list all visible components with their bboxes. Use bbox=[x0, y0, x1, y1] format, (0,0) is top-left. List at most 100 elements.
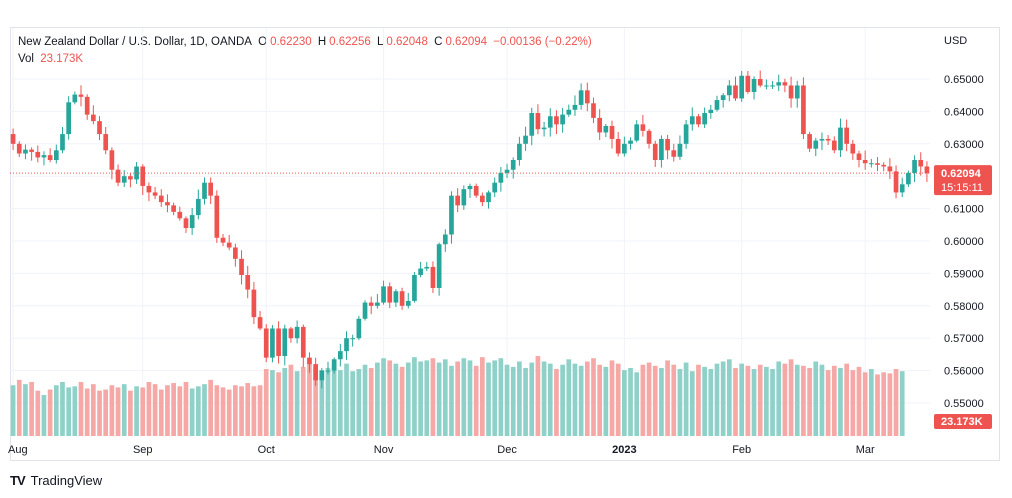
candle-body bbox=[887, 166, 893, 172]
volume-bar bbox=[134, 386, 139, 436]
y-tick-label: 0.58000 bbox=[944, 301, 984, 313]
candle-body bbox=[492, 182, 498, 193]
candle-body bbox=[881, 164, 887, 167]
candle-body bbox=[233, 247, 238, 259]
volume-bar bbox=[868, 369, 874, 436]
candle-body bbox=[183, 218, 189, 229]
volume-legend: Vol 23.173K bbox=[18, 53, 86, 65]
candle-body bbox=[430, 266, 436, 288]
volume-bar bbox=[541, 361, 547, 436]
candle-body bbox=[912, 160, 917, 173]
volume-bar bbox=[10, 385, 16, 436]
x-tick-label: Aug bbox=[8, 444, 28, 456]
candle-body bbox=[455, 195, 460, 206]
chart-frame[interactable] bbox=[10, 27, 1000, 461]
volume-marker-value: 23.173K bbox=[941, 416, 983, 428]
x-tick-label: Sep bbox=[133, 444, 153, 456]
candle-body bbox=[560, 114, 565, 125]
candle-body bbox=[745, 75, 751, 92]
footer-brand[interactable]: TV TradingView bbox=[10, 473, 102, 488]
candle-body bbox=[337, 351, 343, 360]
candle-body bbox=[307, 357, 312, 365]
volume-bar bbox=[313, 369, 318, 436]
volume-bar bbox=[764, 366, 769, 436]
candle-body bbox=[572, 104, 578, 110]
candle-body bbox=[97, 121, 102, 135]
candle-body bbox=[362, 302, 368, 319]
volume-bar bbox=[103, 389, 109, 436]
candle-body bbox=[751, 79, 757, 92]
volume-bar bbox=[708, 369, 714, 436]
candle-body bbox=[683, 124, 689, 144]
candle-body bbox=[794, 85, 800, 99]
candle-body bbox=[659, 138, 664, 160]
candle-body bbox=[294, 326, 300, 339]
volume-bar bbox=[819, 364, 825, 436]
volume-bar bbox=[288, 364, 294, 436]
volume-bar bbox=[177, 386, 183, 436]
volume-bar bbox=[473, 365, 479, 436]
volume-bar bbox=[300, 366, 306, 436]
candle-body bbox=[591, 103, 596, 118]
candle-body bbox=[405, 300, 411, 306]
candle-body bbox=[375, 302, 380, 306]
candle-body bbox=[319, 370, 325, 381]
candle-body bbox=[350, 338, 356, 340]
candle-body bbox=[331, 359, 337, 371]
candle-body bbox=[202, 182, 207, 199]
candle-body bbox=[652, 143, 658, 160]
candle-body bbox=[214, 195, 220, 238]
volume-bar bbox=[121, 384, 127, 436]
candle-body bbox=[566, 109, 572, 115]
candle-body bbox=[189, 215, 195, 229]
volume-bar bbox=[504, 364, 510, 436]
volume-value: 23.173K bbox=[40, 53, 84, 65]
candle-body bbox=[16, 143, 22, 154]
candle-body bbox=[665, 138, 670, 151]
candle-body bbox=[504, 169, 510, 173]
volume-label[interactable]: Vol bbox=[18, 53, 34, 65]
candle-body bbox=[387, 286, 393, 303]
volume-bar bbox=[887, 373, 893, 436]
volume-bar bbox=[23, 384, 28, 436]
volume-bar bbox=[609, 360, 615, 436]
volume-bar bbox=[584, 361, 590, 436]
volume-bar bbox=[387, 360, 393, 436]
volume-bar bbox=[16, 379, 22, 436]
volume-bar bbox=[276, 372, 281, 436]
volume-bar bbox=[776, 361, 782, 436]
candle-body bbox=[257, 317, 263, 329]
volume-bar bbox=[91, 384, 96, 436]
symbol-title[interactable]: New Zealand Dollar / U.S. Dollar, 1D, OA… bbox=[18, 36, 252, 48]
candle-body bbox=[733, 85, 738, 99]
volume-bar bbox=[152, 384, 158, 436]
y-tick-label: 0.56000 bbox=[944, 366, 984, 378]
x-tick-label: 2023 bbox=[612, 444, 636, 456]
high-label: H bbox=[317, 36, 327, 48]
volume-bar bbox=[726, 359, 732, 436]
candle-body bbox=[128, 176, 133, 180]
candle-body bbox=[677, 143, 683, 157]
volume-bar bbox=[29, 382, 34, 436]
candle-body bbox=[770, 85, 775, 87]
volume-bar bbox=[813, 361, 819, 436]
price-chart[interactable]: USD0.650000.640000.630000.620000.610000.… bbox=[0, 0, 1012, 466]
x-tick-label: Dec bbox=[497, 444, 517, 456]
volume-bar bbox=[128, 390, 133, 436]
close-label: C bbox=[434, 36, 443, 48]
candle-body bbox=[584, 90, 590, 104]
candle-body bbox=[498, 172, 504, 183]
low-label: L bbox=[376, 36, 384, 48]
candle-body bbox=[399, 291, 405, 306]
volume-bar bbox=[449, 365, 454, 436]
candle-body bbox=[918, 160, 924, 167]
candle-body bbox=[547, 116, 553, 128]
volume-bar bbox=[554, 369, 559, 436]
volume-bar bbox=[622, 370, 627, 436]
open-label: O bbox=[258, 36, 268, 48]
candle-body bbox=[517, 143, 522, 160]
volume-bar bbox=[239, 386, 244, 436]
candle-body bbox=[838, 127, 843, 151]
volume-bar bbox=[856, 366, 862, 436]
candle-body bbox=[344, 338, 349, 352]
